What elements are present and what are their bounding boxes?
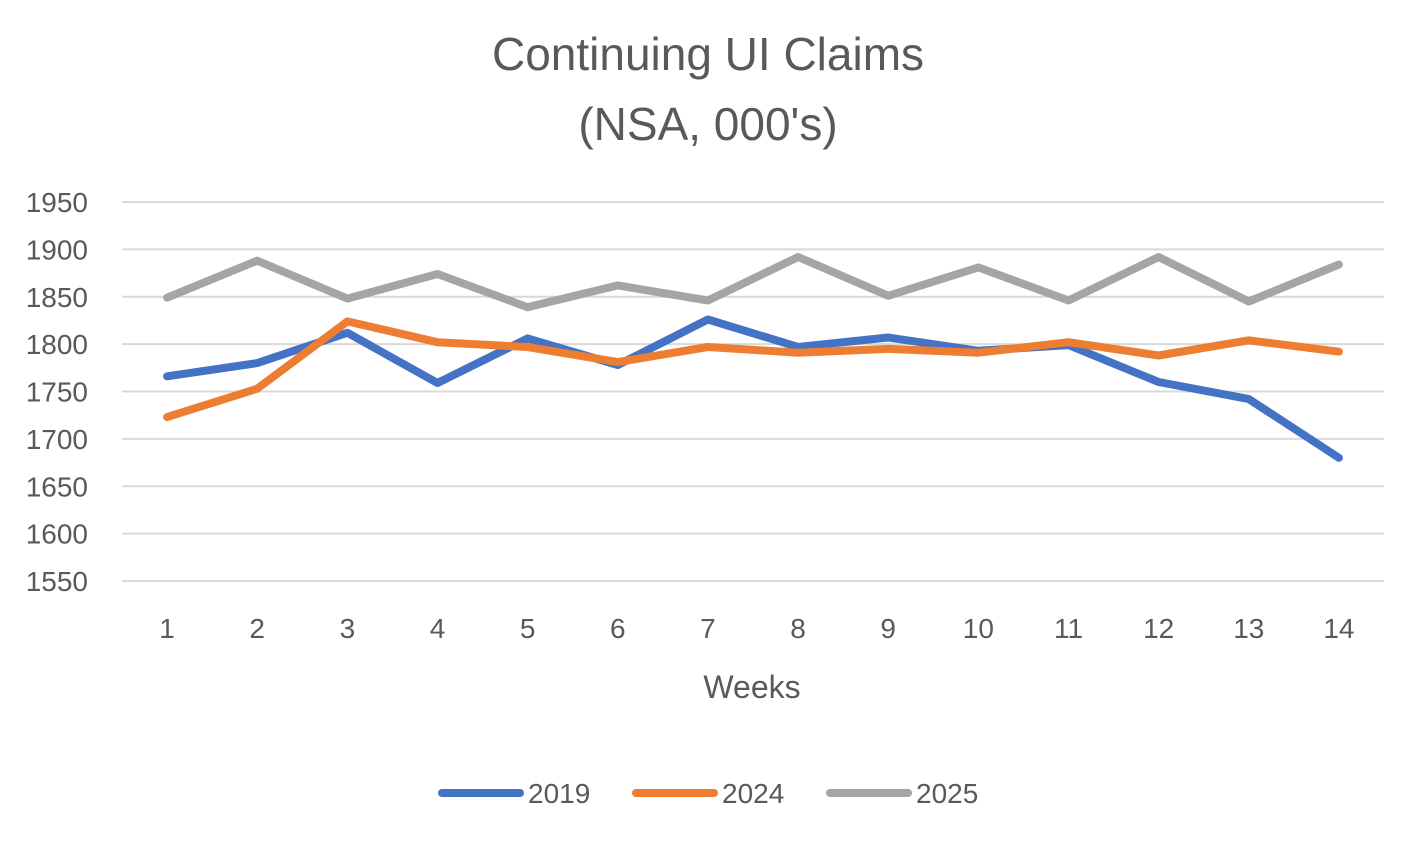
y-tick-label: 1550 (26, 566, 88, 597)
y-tick-label: 1850 (26, 282, 88, 313)
x-tick-label: 2 (249, 613, 265, 644)
y-tick-label: 1800 (26, 329, 88, 360)
x-tick-label: 1 (159, 613, 175, 644)
legend: 2019 2024 2025 (438, 778, 978, 809)
series-lines (163, 253, 1343, 462)
series-line-2024 (163, 317, 1343, 422)
x-tick-label: 11 (1054, 613, 1083, 644)
x-tick-label: 14 (1323, 613, 1354, 644)
x-tick-label: 9 (880, 613, 896, 644)
x-tick-label: 6 (610, 613, 626, 644)
x-tick-label: 13 (1233, 613, 1264, 644)
legend-label-2025: 2025 (916, 778, 978, 809)
y-tick-label: 1900 (26, 234, 88, 265)
x-tick-label: 5 (520, 613, 536, 644)
legend-label-2019: 2019 (528, 778, 590, 809)
x-tick-label: 12 (1143, 613, 1174, 644)
y-tick-label: 1750 (26, 377, 88, 408)
y-axis-tick-labels: 1950 1900 1850 1800 1750 1700 1650 1600 1550 (26, 187, 88, 597)
y-tick-label: 1650 (26, 471, 88, 502)
chart-subtitle: (NSA, 000's) (578, 98, 837, 150)
legend-label-2024: 2024 (722, 778, 784, 809)
x-tick-label: 8 (790, 613, 806, 644)
gridlines (122, 201, 1384, 582)
x-tick-label: 3 (340, 613, 356, 644)
y-tick-label: 1700 (26, 424, 88, 455)
x-tick-label: 4 (430, 613, 446, 644)
series-line-2025 (163, 253, 1343, 312)
series-line-2019 (163, 315, 1343, 462)
y-tick-label: 1600 (26, 519, 88, 550)
x-axis-title: Weeks (703, 669, 800, 705)
x-axis-tick-labels: 1 2 3 4 5 6 7 8 9 10 11 12 13 14 (159, 613, 1354, 644)
chart-title: Continuing UI Claims (492, 28, 924, 80)
x-tick-label: 7 (700, 613, 716, 644)
y-tick-label: 1950 (26, 187, 88, 218)
x-tick-label: 10 (963, 613, 994, 644)
